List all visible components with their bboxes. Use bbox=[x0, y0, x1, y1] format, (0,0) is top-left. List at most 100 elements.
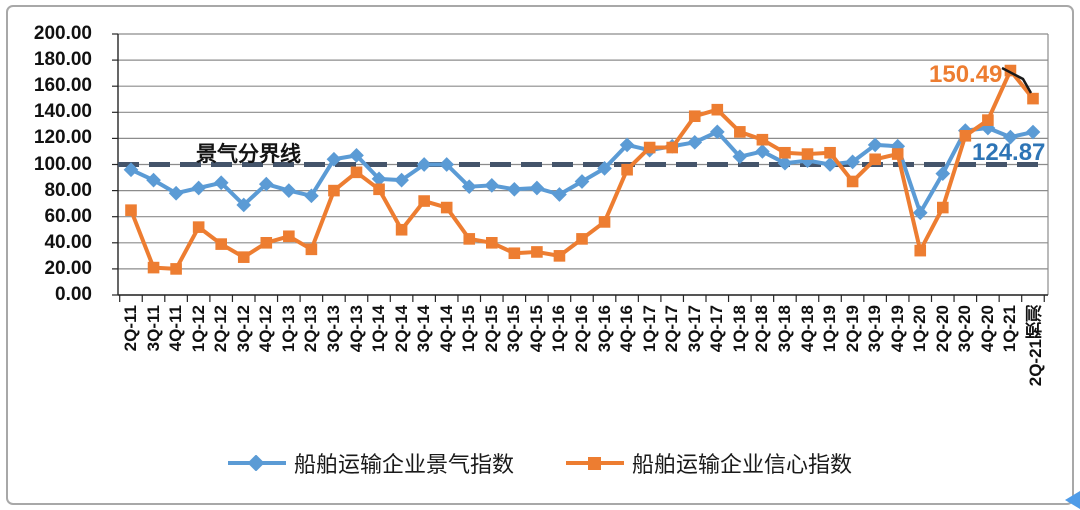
data-point-marker bbox=[328, 184, 340, 197]
divider-line-label: 景气分界线 bbox=[196, 143, 301, 166]
data-point-marker bbox=[824, 146, 836, 159]
x-axis-label: 1Q-21 bbox=[1000, 305, 1020, 353]
prosperity-series-marker-icon bbox=[227, 455, 286, 471]
data-point-marker bbox=[349, 148, 364, 163]
data-point-marker bbox=[170, 263, 182, 275]
data-point-marker bbox=[552, 187, 567, 202]
data-point-marker bbox=[192, 221, 205, 233]
legend-label-prosperity: 船舶运输企业景气指数 bbox=[293, 452, 514, 477]
x-axis-label: 1Q-17 bbox=[639, 305, 659, 353]
x-axis-label: 1Q-12 bbox=[188, 305, 208, 353]
x-axis-label: 3Q-16 bbox=[594, 305, 614, 353]
data-point-marker bbox=[531, 246, 543, 258]
y-axis-label: 80.00 bbox=[44, 179, 92, 201]
x-axis-label: 2Q-17 bbox=[662, 305, 682, 353]
x-axis-label: 3Q-13 bbox=[323, 305, 343, 353]
data-point-marker bbox=[371, 171, 387, 187]
y-axis-label: 140.00 bbox=[33, 101, 92, 123]
data-point-marker bbox=[822, 157, 838, 172]
data-point-marker bbox=[643, 141, 656, 154]
data-point-marker bbox=[125, 204, 137, 216]
x-axis-label: 3Q-12 bbox=[233, 305, 253, 353]
data-point-marker bbox=[867, 137, 883, 153]
data-point-marker bbox=[237, 251, 250, 263]
data-point-marker bbox=[553, 250, 566, 262]
y-axis-label: 60.00 bbox=[44, 205, 92, 227]
data-point-marker bbox=[305, 243, 318, 256]
x-axis-label: 4Q-17 bbox=[707, 305, 727, 353]
y-axis-label: 40.00 bbox=[44, 231, 92, 253]
data-point-marker bbox=[734, 126, 746, 138]
y-axis-label: 160.00 bbox=[33, 75, 92, 97]
y-axis-label: 200.00 bbox=[33, 23, 92, 44]
x-axis-label: 4Q-11 bbox=[166, 305, 186, 352]
data-point-marker bbox=[146, 172, 161, 188]
data-point-marker bbox=[394, 172, 409, 188]
y-axis-label: 100.00 bbox=[33, 153, 92, 175]
x-axis-label: 2Q-12 bbox=[211, 305, 231, 353]
data-point-marker bbox=[937, 201, 949, 214]
data-point-marker bbox=[373, 183, 385, 196]
data-point-marker bbox=[191, 180, 207, 196]
data-point-marker bbox=[914, 244, 927, 257]
data-point-marker bbox=[574, 174, 590, 189]
x-axis-label: 1Q-20 bbox=[910, 305, 930, 353]
annotation-confidence-forecast-value: 150.49 bbox=[929, 61, 1003, 88]
data-point-marker bbox=[869, 153, 881, 166]
data-point-marker bbox=[281, 183, 297, 198]
data-point-marker bbox=[621, 163, 633, 176]
data-point-marker bbox=[486, 237, 498, 249]
x-axis-label: 2Q-15 bbox=[481, 305, 501, 353]
x-axis-label: 3Q-20 bbox=[955, 305, 975, 353]
data-point-marker bbox=[506, 181, 522, 197]
y-axis-label: 180.00 bbox=[33, 49, 92, 71]
x-axis-label: 4Q-19 bbox=[887, 305, 907, 353]
x-axis-label: 2Q-18 bbox=[752, 305, 772, 353]
y-axis-label: 0.00 bbox=[55, 284, 92, 305]
data-point-marker bbox=[439, 157, 455, 172]
x-axis-label: 2Q-21预测 bbox=[1026, 305, 1045, 387]
x-axis-label: 1Q-15 bbox=[459, 305, 479, 353]
x-axis-label: 4Q-15 bbox=[526, 305, 546, 353]
x-axis-label: 2Q-19 bbox=[842, 305, 862, 353]
data-point-marker bbox=[461, 179, 477, 195]
data-point-marker bbox=[982, 114, 994, 126]
data-point-marker bbox=[688, 110, 701, 123]
data-point-marker bbox=[416, 157, 432, 172]
data-point-marker bbox=[755, 144, 770, 159]
data-point-marker bbox=[709, 124, 725, 140]
data-point-marker bbox=[597, 161, 612, 176]
x-axis-label: 4Q-12 bbox=[256, 305, 276, 353]
data-point-marker bbox=[418, 195, 430, 207]
x-axis-label: 2Q-13 bbox=[301, 305, 321, 353]
annotation-prosperity-forecast-value: 124.87 bbox=[972, 139, 1046, 166]
x-axis-label: 1Q-14 bbox=[369, 305, 389, 353]
data-point-marker bbox=[756, 133, 769, 146]
data-point-marker bbox=[666, 141, 678, 154]
x-axis-label: 4Q-13 bbox=[346, 305, 366, 353]
data-point-marker bbox=[801, 148, 814, 160]
data-point-marker bbox=[779, 146, 791, 159]
data-point-marker bbox=[326, 151, 342, 167]
data-point-marker bbox=[215, 238, 227, 250]
data-point-marker bbox=[395, 223, 408, 236]
data-point-marker bbox=[508, 247, 521, 260]
data-point-marker bbox=[236, 197, 252, 213]
data-point-marker bbox=[891, 148, 904, 160]
data-point-marker bbox=[463, 233, 476, 245]
data-point-marker bbox=[959, 129, 972, 142]
data-point-marker bbox=[935, 166, 951, 181]
data-point-marker bbox=[258, 176, 274, 192]
x-axis-label: 2Q-16 bbox=[572, 305, 591, 353]
corner-handle-icon[interactable] bbox=[1065, 491, 1080, 509]
data-point-marker bbox=[711, 103, 724, 116]
data-point-marker bbox=[1027, 92, 1039, 105]
legend-item-prosperity-index: 船舶运输企业景气指数 bbox=[227, 447, 514, 479]
data-point-marker bbox=[350, 166, 363, 179]
data-point-marker bbox=[777, 155, 793, 171]
x-axis-label: 3Q-15 bbox=[504, 305, 524, 353]
chart-legend: 船舶运输企业景气指数 船舶运输企业信心指数 bbox=[0, 447, 1080, 479]
x-axis-label: 1Q-18 bbox=[729, 305, 749, 353]
